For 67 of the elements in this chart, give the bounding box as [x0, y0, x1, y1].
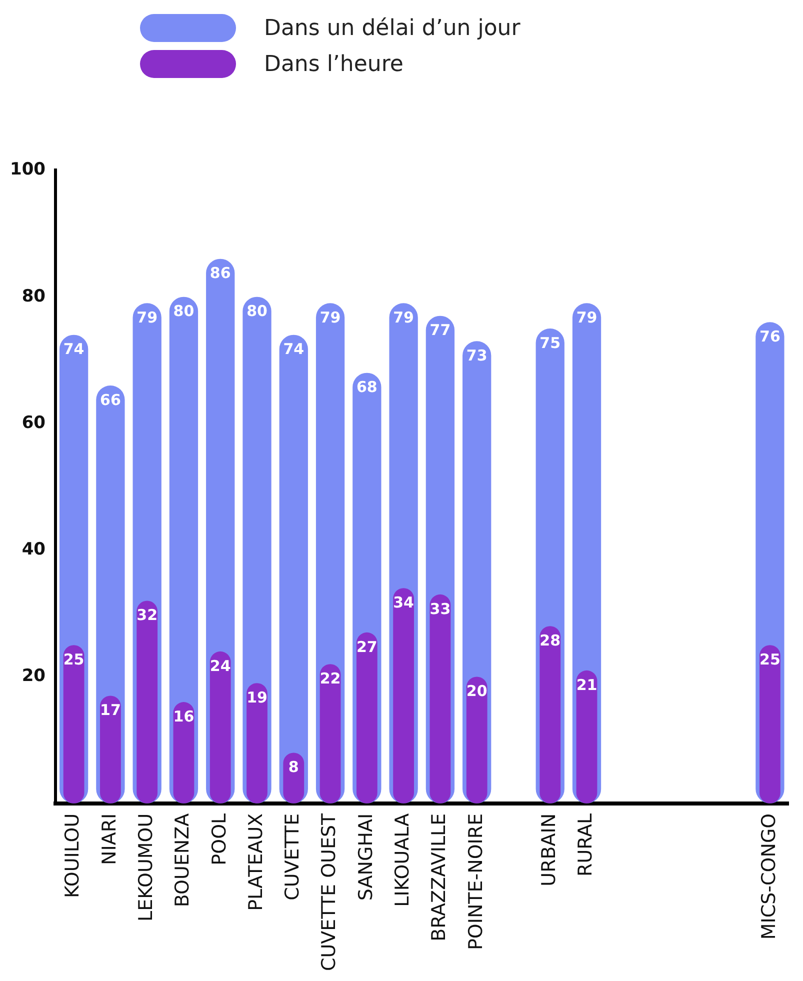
x-tick-label: PLATEAUX [244, 813, 267, 911]
data-label: 79 [320, 308, 341, 327]
legend-label: Dans l’heure [264, 52, 404, 76]
data-label: 34 [393, 593, 414, 612]
data-label: 73 [466, 346, 488, 365]
bar [356, 632, 378, 804]
x-tick-label: CUVETTE OUEST [318, 812, 340, 972]
x-tick-label: BOUENZA [172, 813, 194, 908]
data-label: 80 [246, 302, 268, 320]
data-label: 24 [210, 656, 231, 675]
data-label: 25 [760, 650, 780, 668]
x-tick-label: URBAIN [538, 813, 560, 886]
bar [576, 670, 598, 804]
data-label: 76 [760, 328, 780, 346]
data-label: 19 [246, 688, 268, 706]
data-label: 17 [100, 701, 121, 720]
data-label: 27 [356, 638, 378, 656]
legend-label: Dans un délai d’un jour [264, 16, 520, 40]
data-label: 68 [356, 378, 378, 396]
data-label: 25 [63, 650, 84, 668]
x-tick-label: POOL [208, 812, 230, 866]
bar [100, 696, 121, 804]
data-label: 21 [576, 676, 598, 694]
x-tick-label: KOUILOU [62, 813, 84, 898]
data-label: 16 [173, 707, 194, 726]
data-label: 20 [466, 682, 488, 700]
y-tick-label: 100 [10, 160, 46, 180]
bar [466, 676, 488, 804]
bar [320, 664, 341, 804]
x-tick-label: SANGHAI [354, 813, 377, 901]
bar [430, 594, 451, 804]
bar [210, 651, 231, 804]
y-tick-label: 80 [22, 286, 46, 306]
data-label: 75 [540, 334, 561, 352]
data-label: 80 [173, 302, 194, 320]
data-label: 79 [393, 308, 414, 327]
bar [540, 626, 561, 804]
bar [760, 645, 780, 804]
data-label: 79 [576, 308, 598, 327]
x-tick-label: POINTE-NOIRE [464, 813, 487, 950]
x-tick-label: RURAL [574, 812, 597, 876]
bar [136, 600, 158, 804]
data-label: 86 [210, 264, 231, 282]
data-label: 77 [430, 321, 451, 340]
data-label: 74 [283, 340, 304, 358]
bar [63, 645, 84, 804]
y-tick-label: 20 [22, 666, 46, 686]
x-tick-label: LIKOUALA [391, 813, 414, 907]
x-tick-label: NIARI [98, 813, 120, 865]
data-label: 66 [100, 390, 121, 409]
data-label: 33 [430, 600, 451, 618]
y-tick-label: 40 [22, 540, 46, 560]
x-tick-label: BRAZZAVILLE [428, 813, 450, 942]
bar [246, 683, 268, 804]
bar [279, 334, 308, 804]
data-label: 74 [63, 340, 84, 358]
x-tick-label: LEKOUMOU [135, 813, 158, 922]
data-label: 79 [136, 308, 158, 327]
x-tick-label: CUVETTE [282, 813, 304, 900]
y-tick-label: 60 [22, 412, 46, 433]
data-label: 22 [320, 669, 341, 688]
bar [393, 588, 414, 804]
data-label: 32 [136, 606, 158, 624]
data-label: 28 [540, 631, 561, 650]
bar [173, 702, 194, 804]
data-label: 8 [288, 758, 299, 776]
x-tick-label: MICS-CONGO [758, 813, 780, 940]
